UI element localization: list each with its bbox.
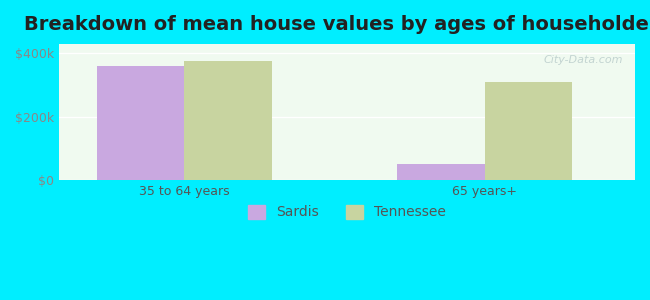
- Bar: [397, 164, 485, 180]
- Title: Breakdown of mean house values by ages of householders: Breakdown of mean house values by ages o…: [24, 15, 650, 34]
- Bar: [97, 66, 184, 180]
- Text: City-Data.com: City-Data.com: [544, 55, 623, 65]
- Bar: [485, 82, 573, 180]
- Legend: Sardis, Tennessee: Sardis, Tennessee: [242, 199, 452, 225]
- Bar: [184, 61, 272, 180]
